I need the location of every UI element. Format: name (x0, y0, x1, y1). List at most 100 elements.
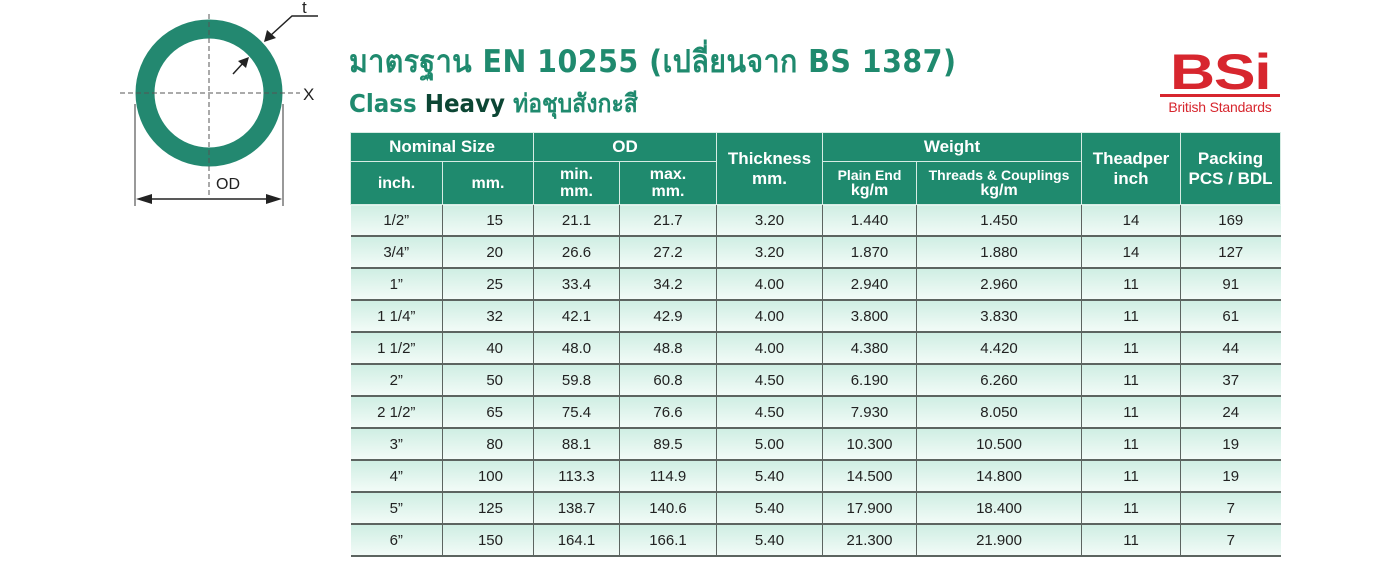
cell-plain-end: 6.190 (822, 364, 917, 397)
cell-mm: 100 (442, 460, 534, 493)
cell-inch: 5” (350, 492, 443, 525)
cell-threads-couplings: 18.400 (916, 492, 1083, 525)
cell-mm: 65 (442, 396, 534, 429)
table-body: 1/2” 15 21.1 21.7 3.20 1.440 1.450 14 169 3/4” 20 2… (350, 204, 1281, 557)
cell-inch: 2 1/2” (350, 396, 443, 429)
page-title: มาตรฐาน EN 10255 (เปลี่ยนจาก BS 1387) (349, 44, 957, 80)
cell-mm: 150 (442, 524, 534, 557)
cell-od-min: 42.1 (533, 300, 620, 333)
cell-theadper: 11 (1081, 396, 1182, 429)
cell-od-max: 166.1 (619, 524, 717, 557)
cell-packing: 19 (1180, 428, 1281, 461)
logo-bar (1160, 94, 1280, 97)
cell-od-max: 76.6 (619, 396, 717, 429)
cell-inch: 3” (350, 428, 443, 461)
cell-packing: 7 (1180, 524, 1281, 557)
table-row: 1 1/4” 32 42.1 42.9 4.00 3.800 3.830 11 61 (350, 300, 1281, 333)
table-row: 1” 25 33.4 34.2 4.00 2.940 2.960 11 91 (350, 268, 1281, 301)
axis-x-label: X (303, 85, 314, 104)
cell-packing: 61 (1180, 300, 1281, 333)
cell-thickness: 4.00 (716, 268, 823, 301)
cell-od-min: 138.7 (533, 492, 620, 525)
table-row: 4” 100 113.3 114.9 5.40 14.500 14.800 11 19 (350, 460, 1281, 493)
cell-plain-end: 1.440 (822, 204, 917, 237)
cell-mm: 32 (442, 300, 534, 333)
header-od: OD (533, 132, 717, 162)
cell-plain-end: 2.940 (822, 268, 917, 301)
bsi-logo: BSi British Standards (1158, 47, 1282, 115)
cell-threads-couplings: 14.800 (916, 460, 1083, 493)
cell-packing: 19 (1180, 460, 1281, 493)
header-weight: Weight (821, 132, 1083, 162)
cell-theadper: 11 (1081, 364, 1182, 397)
table-row: 2” 50 59.8 60.8 4.50 6.190 6.260 11 37 (350, 364, 1281, 397)
cell-od-max: 21.7 (619, 204, 717, 237)
cell-od-min: 88.1 (533, 428, 620, 461)
header-od-max: max. mm. (619, 161, 717, 205)
cell-thickness: 5.40 (716, 524, 823, 557)
cell-packing: 24 (1180, 396, 1281, 429)
cell-packing: 127 (1180, 236, 1281, 269)
cell-plain-end: 3.800 (822, 300, 917, 333)
table-row: 2 1/2” 65 75.4 76.6 4.50 7.930 8.050 11 24 (350, 396, 1281, 429)
cell-threads-couplings: 3.830 (916, 300, 1083, 333)
cell-thickness: 3.20 (716, 236, 823, 269)
cell-plain-end: 17.900 (822, 492, 917, 525)
cell-threads-couplings: 4.420 (916, 332, 1083, 365)
cell-od-min: 164.1 (533, 524, 620, 557)
cell-mm: 20 (442, 236, 534, 269)
cell-od-max: 60.8 (619, 364, 717, 397)
cell-inch: 1” (350, 268, 443, 301)
cell-mm: 80 (442, 428, 534, 461)
thickness-label: t (302, 0, 307, 17)
cell-mm: 125 (442, 492, 534, 525)
cell-thickness: 3.20 (716, 204, 823, 237)
cell-threads-couplings: 6.260 (916, 364, 1083, 397)
cell-inch: 3/4” (350, 236, 443, 269)
header-theadper: Theadper inch (1081, 132, 1182, 205)
cell-theadper: 11 (1081, 428, 1182, 461)
cell-packing: 44 (1180, 332, 1281, 365)
cell-od-min: 48.0 (533, 332, 620, 365)
cell-plain-end: 7.930 (822, 396, 917, 429)
cell-theadper: 11 (1081, 300, 1182, 333)
heavy-word: Heavy (424, 89, 506, 118)
cell-plain-end: 14.500 (822, 460, 917, 493)
cell-threads-couplings: 21.900 (916, 524, 1083, 557)
cell-thickness: 4.00 (716, 332, 823, 365)
cell-thickness: 5.40 (716, 460, 823, 493)
pipe-spec-table: Nominal Size OD Thickness mm. Weight Thea… (350, 132, 1282, 557)
cell-packing: 169 (1180, 204, 1281, 237)
cell-packing: 91 (1180, 268, 1281, 301)
cell-plain-end: 21.300 (822, 524, 917, 557)
cell-theadper: 11 (1081, 268, 1182, 301)
cell-od-min: 26.6 (533, 236, 620, 269)
cell-mm: 15 (442, 204, 534, 237)
cell-inch: 2” (350, 364, 443, 397)
cell-plain-end: 4.380 (822, 332, 917, 365)
table-row: 6” 150 164.1 166.1 5.40 21.300 21.900 11 7 (350, 524, 1281, 557)
header-nominal-size: Nominal Size (350, 132, 534, 162)
cell-threads-couplings: 1.450 (916, 204, 1083, 237)
cell-od-max: 27.2 (619, 236, 717, 269)
cell-inch: 4” (350, 460, 443, 493)
table-row: 3/4” 20 26.6 27.2 3.20 1.870 1.880 14 127 (350, 236, 1281, 269)
cell-theadper: 14 (1081, 236, 1182, 269)
cell-od-max: 48.8 (619, 332, 717, 365)
header-threads-couplings: Threads & Couplings kg/m (915, 161, 1083, 205)
table-row: 5” 125 138.7 140.6 5.40 17.900 18.400 11 7 (350, 492, 1281, 525)
cell-theadper: 11 (1081, 460, 1182, 493)
header-mm: mm. (442, 161, 534, 205)
table-row: 1/2” 15 21.1 21.7 3.20 1.440 1.450 14 169 (350, 204, 1281, 237)
header-inch: inch. (350, 161, 443, 205)
cell-inch: 1 1/2” (350, 332, 443, 365)
od-label: OD (216, 176, 240, 193)
cell-mm: 25 (442, 268, 534, 301)
cell-inch: 1 1/4” (350, 300, 443, 333)
cell-od-min: 21.1 (533, 204, 620, 237)
cell-packing: 37 (1180, 364, 1281, 397)
header-od-min: min. mm. (533, 161, 620, 205)
header-packing: Packing PCS / BDL (1180, 132, 1282, 205)
cell-thickness: 5.00 (716, 428, 823, 461)
cell-od-max: 140.6 (619, 492, 717, 525)
